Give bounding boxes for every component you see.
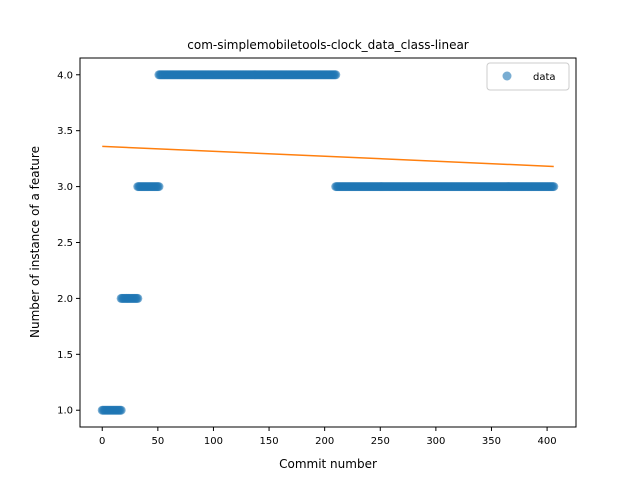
data-point — [549, 182, 559, 192]
data-series — [97, 70, 559, 415]
chart-title: com-simplemobiletools-clock_data_class-l… — [187, 38, 469, 52]
y-tick-label: 3.0 — [57, 182, 73, 193]
x-tick-label: 400 — [538, 436, 557, 447]
y-tick-label: 4.0 — [57, 70, 73, 81]
x-tick-label: 200 — [315, 436, 334, 447]
x-tick-label: 250 — [371, 436, 390, 447]
y-axis: 1.0 1.5 2.0 2.5 3.0 3.5 4.0 — [57, 70, 80, 417]
fit-series — [102, 145, 554, 168]
legend-box — [486, 62, 570, 91]
y-axis-label: Number of instance of a feature — [28, 146, 42, 338]
y-tick-label: 2.5 — [57, 238, 73, 249]
data-point — [331, 70, 341, 80]
x-tick-label: 350 — [482, 436, 501, 447]
legend: data — [486, 62, 570, 91]
y-tick-label: 2.0 — [57, 294, 73, 305]
y-tick-label: 1.5 — [57, 350, 73, 361]
legend-label: data — [533, 72, 556, 83]
x-tick-label: 300 — [426, 436, 445, 447]
x-axis-label: Commit number — [279, 457, 377, 471]
fit-line — [102, 145, 554, 168]
data-point — [116, 405, 126, 415]
data-point — [154, 182, 164, 192]
x-tick-label: 50 — [151, 436, 164, 447]
x-tick-label: 150 — [260, 436, 279, 447]
legend-marker — [502, 71, 512, 81]
y-tick-label: 1.0 — [57, 406, 73, 417]
x-tick-label: 0 — [99, 436, 105, 447]
y-tick-label: 3.5 — [57, 126, 73, 137]
x-axis: 0 50 100 150 200 250 300 350 400 — [99, 427, 557, 447]
data-point — [133, 293, 143, 303]
x-tick-label: 100 — [204, 436, 223, 447]
